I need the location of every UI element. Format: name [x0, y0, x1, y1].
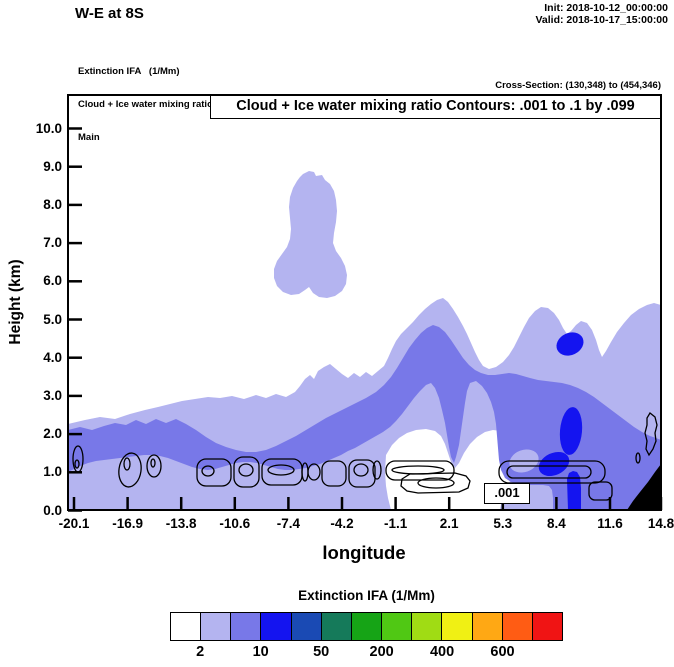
colorbar-tick-label: 10	[252, 644, 269, 660]
y-tick-label: 4.0	[43, 349, 62, 365]
colorbar-cell	[471, 613, 502, 640]
y-tick-label: 9.0	[43, 158, 62, 174]
y-axis-title: Height (km)	[7, 259, 24, 345]
colorbar-cell	[381, 613, 412, 640]
x-tick-label: 2.1	[439, 516, 459, 531]
colorbar-tick-label: 2	[196, 644, 205, 660]
legend-line-domain: Main	[78, 132, 100, 143]
x-tick-label: -1.1	[383, 516, 408, 531]
colorbar-cell	[350, 613, 382, 640]
colorbar-cell	[411, 613, 442, 640]
y-tick-label: 5.0	[43, 311, 62, 327]
colorbar-cell	[200, 613, 231, 640]
x-tick-label: 11.6	[597, 516, 623, 531]
y-tick-label: 10.0	[35, 120, 62, 136]
colorbar-tick-label: 400	[429, 644, 455, 660]
y-tick-label: 6.0	[43, 273, 62, 289]
y-tick-label: 1.0	[43, 464, 62, 480]
colorbar-tick-label: 600	[490, 644, 515, 660]
valid-time-label: Valid: 2018-10-17_15:00:00	[535, 14, 668, 26]
colorbar-cell	[441, 613, 472, 640]
colorbar-cell	[501, 613, 532, 640]
colorbar-cell	[531, 613, 563, 640]
contour-value-label-box: .001	[484, 483, 530, 504]
y-tick-label: 3.0	[43, 387, 62, 403]
contour-title-box: Cloud + Ice water mixing ratio Contours:…	[210, 95, 661, 119]
y-tick-label: 8.0	[43, 196, 62, 212]
colorbar-cell	[171, 613, 201, 640]
x-tick-label: 14.8	[647, 516, 674, 531]
y-tick-label: 2.0	[43, 426, 62, 442]
colorbar-cell	[320, 613, 351, 640]
contour-value-label: .001	[494, 485, 520, 500]
contour-title: Cloud + Ice water mixing ratio Contours:…	[236, 98, 635, 114]
run-times: Init: 2018-10-12_00:00:00 Valid: 2018-10…	[535, 2, 668, 26]
colorbar-cell	[290, 613, 321, 640]
x-tick-label: 8.4	[547, 516, 566, 531]
colorbar-cell	[260, 613, 291, 640]
init-time-label: Init: 2018-10-12_00:00:00	[544, 2, 668, 14]
y-tick-label: 0.0	[43, 502, 62, 518]
y-tick-label: 7.0	[43, 235, 62, 251]
x-tick-label: 5.3	[493, 516, 513, 531]
colorbar-cell	[230, 613, 261, 640]
page-title: W-E at 8S	[75, 5, 144, 22]
colorbar-tick-label: 50	[313, 644, 330, 660]
x-tick-label: -13.8	[165, 516, 197, 531]
x-tick-label: -4.2	[330, 516, 354, 531]
cross-section-label: Cross-Section: (130,348) to (454,346)	[495, 80, 661, 91]
colorbar-tick-label: 200	[369, 644, 394, 660]
x-axis-title: longitude	[322, 542, 406, 563]
x-tick-label: -7.4	[276, 516, 301, 531]
x-tick-label: -16.9	[112, 516, 143, 531]
colorbar	[170, 612, 563, 641]
legend-line-extinction: Extinction IFA (1/Mm)	[78, 66, 180, 77]
colorbar-title: Extinction IFA (1/Mm)	[298, 588, 435, 603]
x-tick-label: -20.1	[58, 516, 90, 531]
x-tick-label: -10.6	[219, 516, 251, 531]
